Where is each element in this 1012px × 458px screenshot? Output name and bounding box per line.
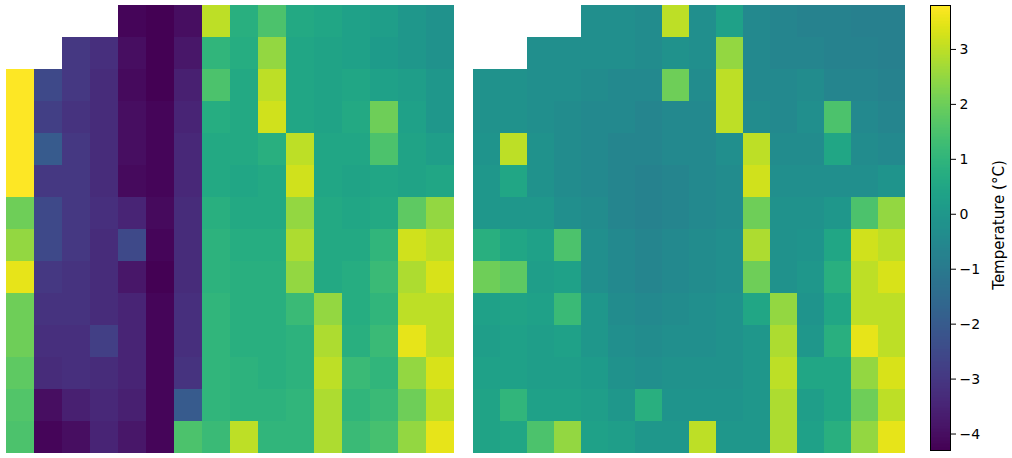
svg-text:0: 0 bbox=[960, 206, 969, 222]
html-text:Temperature (°C): Temperature (°C) bbox=[989, 160, 1008, 290]
svg-text:3: 3 bbox=[960, 41, 969, 57]
svg-text:−3: −3 bbox=[960, 371, 981, 387]
svg-text:−2: −2 bbox=[960, 316, 981, 332]
svg-text:−4: −4 bbox=[960, 425, 981, 441]
svg-text:2: 2 bbox=[960, 96, 969, 112]
svg-text:1: 1 bbox=[960, 151, 969, 167]
svg-text:−1: −1 bbox=[960, 261, 981, 277]
